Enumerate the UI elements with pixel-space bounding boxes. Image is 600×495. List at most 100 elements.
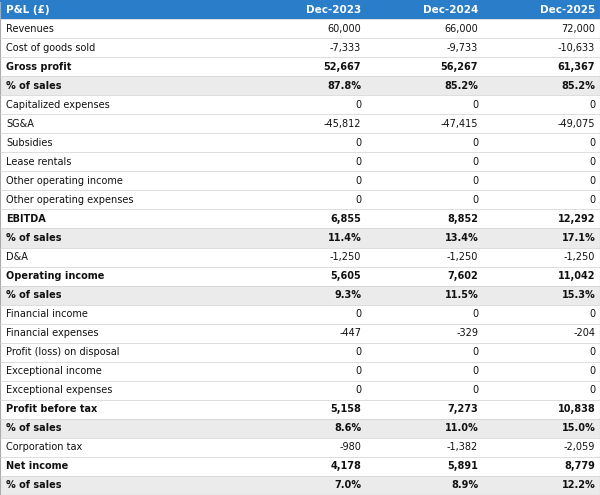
Bar [366,171,483,191]
Text: Operating income: Operating income [6,271,104,281]
Bar [366,286,483,304]
Bar [483,191,600,209]
Text: -980: -980 [340,443,361,452]
Bar [366,114,483,133]
Bar [483,171,600,191]
Bar [249,266,366,286]
Text: 4,178: 4,178 [331,461,361,471]
Text: Other operating income: Other operating income [6,176,123,186]
Bar [483,457,600,476]
Bar [366,438,483,457]
Bar [366,76,483,95]
Text: -47,415: -47,415 [440,119,478,129]
Text: -204: -204 [573,328,595,338]
Text: Dec-2023: Dec-2023 [306,4,361,14]
Bar [366,266,483,286]
Text: 0: 0 [589,366,595,376]
Bar [249,324,366,343]
Text: 0: 0 [355,347,361,357]
Text: 87.8%: 87.8% [327,81,361,91]
Text: 0: 0 [472,99,478,110]
Bar [249,248,366,266]
Text: Dec-2024: Dec-2024 [423,4,478,14]
Text: -1,250: -1,250 [564,252,595,262]
Bar [0,209,249,229]
Text: 0: 0 [589,309,595,319]
Bar [249,457,366,476]
Text: -45,812: -45,812 [324,119,361,129]
Bar [483,95,600,114]
Text: 0: 0 [355,157,361,167]
Bar [366,400,483,419]
Bar [249,76,366,95]
Text: Corporation tax: Corporation tax [6,443,82,452]
Bar [249,400,366,419]
Bar [0,419,249,438]
Text: 61,367: 61,367 [558,62,595,72]
Bar [366,324,483,343]
Bar [0,57,249,76]
Text: 7,273: 7,273 [448,404,478,414]
Bar [483,152,600,171]
Text: 5,891: 5,891 [448,461,478,471]
Text: Other operating expenses: Other operating expenses [6,195,133,205]
Text: Exceptional expenses: Exceptional expenses [6,385,112,396]
Text: 9.3%: 9.3% [334,290,361,300]
Text: Financial income: Financial income [6,309,88,319]
Bar [249,304,366,324]
Bar [483,19,600,38]
Bar [249,57,366,76]
Bar [0,343,249,362]
Text: 8.6%: 8.6% [334,423,361,433]
Text: 13.4%: 13.4% [445,233,478,243]
Bar [366,57,483,76]
Bar [249,419,366,438]
Text: 56,267: 56,267 [440,62,478,72]
Bar [0,171,249,191]
Text: Profit before tax: Profit before tax [6,404,97,414]
Bar [483,229,600,248]
Bar [366,343,483,362]
Text: 0: 0 [355,195,361,205]
Text: 8,779: 8,779 [565,461,595,471]
Text: 0: 0 [355,138,361,148]
Text: % of sales: % of sales [6,233,62,243]
Bar [249,38,366,57]
Text: -1,250: -1,250 [330,252,361,262]
Bar [249,286,366,304]
Text: 17.1%: 17.1% [562,233,595,243]
Bar [366,476,483,495]
Text: Exceptional income: Exceptional income [6,366,102,376]
Text: Net income: Net income [6,461,68,471]
Bar [0,266,249,286]
Text: 11.0%: 11.0% [445,423,478,433]
Text: 0: 0 [472,309,478,319]
Text: Lease rentals: Lease rentals [6,157,71,167]
Bar [0,0,249,19]
Bar [483,38,600,57]
Bar [0,362,249,381]
Text: 0: 0 [589,195,595,205]
Bar [483,266,600,286]
Bar [0,286,249,304]
Text: 7,602: 7,602 [448,271,478,281]
Text: 52,667: 52,667 [324,62,361,72]
Bar [0,76,249,95]
Text: D&A: D&A [6,252,28,262]
Text: Cost of goods sold: Cost of goods sold [6,43,95,52]
Bar [366,248,483,266]
Text: 0: 0 [355,176,361,186]
Text: % of sales: % of sales [6,81,62,91]
Bar [0,191,249,209]
Bar [483,57,600,76]
Text: -2,059: -2,059 [564,443,595,452]
Text: 0: 0 [355,385,361,396]
Bar [483,324,600,343]
Text: 72,000: 72,000 [561,24,595,34]
Bar [366,419,483,438]
Bar [366,304,483,324]
Text: -49,075: -49,075 [558,119,595,129]
Bar [0,152,249,171]
Text: 0: 0 [589,157,595,167]
Bar [249,343,366,362]
